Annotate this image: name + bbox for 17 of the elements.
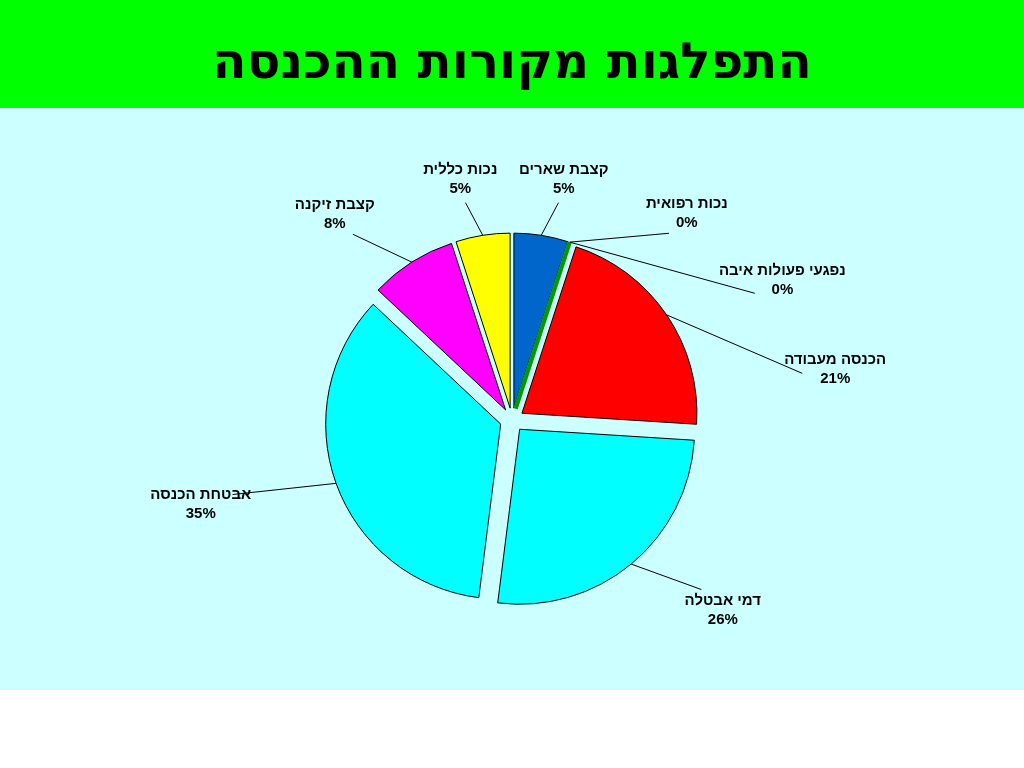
text: 0% (771, 279, 794, 297)
slice-label: אבטחת הכנסה (150, 484, 252, 502)
slice-label: דמי אבטלה (684, 590, 762, 608)
data-label: 21% (820, 369, 851, 387)
data-label: 8% (323, 214, 346, 232)
slice-label: הכנסה מעבודה (784, 350, 887, 368)
data-label: 5% (449, 179, 472, 197)
category-label: נכות רפואית (645, 194, 728, 212)
data-label: 35% (185, 503, 216, 521)
slice-label: נכות כללית (423, 160, 498, 178)
chart-title: התפלגות מקורות ההכנסה (212, 32, 812, 90)
text: 0% (676, 213, 698, 231)
data-label: 26% (707, 609, 738, 627)
category-label: נפגעי פעולות איבה (718, 260, 846, 278)
data-label: 5% (552, 179, 575, 197)
slice-label: קצבת זיקנה (294, 195, 375, 213)
slice-label: קצבת שארים (519, 160, 609, 178)
